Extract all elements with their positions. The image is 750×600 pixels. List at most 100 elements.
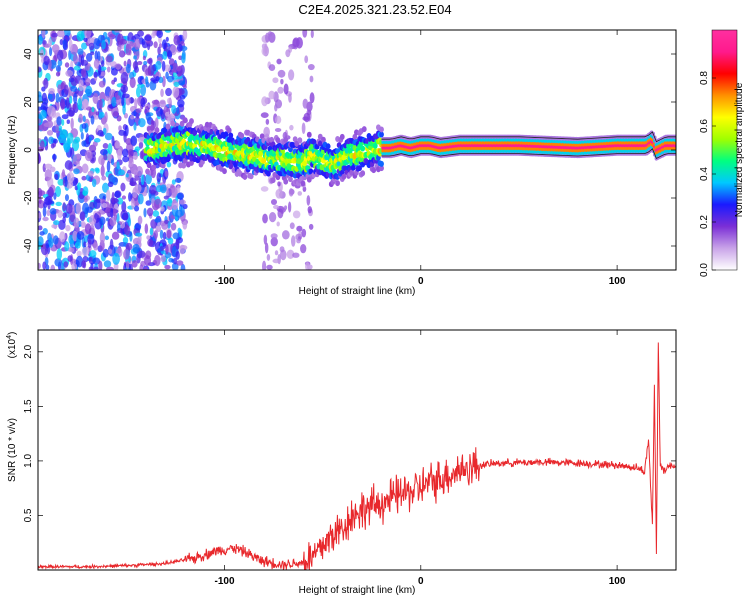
heatmap-cell — [68, 77, 75, 83]
heatmap-cell — [70, 247, 75, 253]
heatmap-cell — [177, 192, 185, 200]
heatmap-cell — [264, 42, 268, 55]
heatmap-cell — [109, 216, 117, 227]
heatmap-cell — [41, 40, 47, 45]
heatmap-cell — [266, 253, 271, 261]
heatmap-cell — [288, 201, 292, 213]
heatmap-cell — [268, 212, 277, 223]
heatmap-cell — [82, 190, 88, 196]
heatmap-ridge-cell — [165, 123, 171, 130]
heatmap-ridge-cell — [371, 167, 377, 174]
heatmap-cell — [106, 189, 111, 202]
heatmap-cell — [277, 86, 284, 94]
heatmap-cell — [92, 257, 101, 265]
heatmap-cell — [118, 169, 125, 176]
heatmap-cell — [171, 199, 179, 210]
heatmap-cell — [273, 204, 279, 210]
heatmap-cell — [53, 192, 57, 200]
heatmap-cell — [63, 261, 69, 268]
heatmap-cell — [268, 90, 275, 100]
heatmap-cell — [142, 55, 146, 61]
heatmap-cell — [305, 261, 310, 270]
heatmap-cell — [81, 42, 88, 50]
heatmap-cell — [125, 173, 129, 178]
heatmap-cell — [87, 170, 94, 177]
heatmap-ridge-cell — [154, 127, 160, 134]
heatmap-cell — [171, 258, 175, 264]
heatmap-cell — [128, 192, 132, 202]
y-tick-label: -20 — [23, 190, 34, 205]
heatmap-cell — [302, 186, 307, 192]
heatmap-cell — [63, 30, 71, 37]
heatmap-cell — [289, 222, 295, 230]
heatmap-cell — [175, 250, 180, 260]
heatmap-cell — [145, 173, 152, 185]
heatmap-cell — [101, 60, 105, 67]
heatmap-cell — [310, 30, 314, 39]
heatmap-cell — [51, 32, 58, 38]
heatmap-cell — [93, 71, 98, 78]
colorbar: 0.0 0.2 0.4 0.6 0.8 Normalized spectral ampl… — [699, 29, 745, 277]
heatmap-cell — [38, 66, 42, 73]
heatmap-cell — [177, 65, 183, 77]
heatmap-cell — [77, 98, 83, 111]
heatmap-cell — [42, 206, 47, 218]
heatmap-cell — [166, 97, 172, 104]
heatmap-cell — [59, 231, 66, 243]
heatmap-cell — [136, 61, 143, 66]
heatmap-cell — [118, 129, 126, 136]
heatmap-cell — [40, 140, 45, 151]
colorbar-label: Normalized spectral amplitude — [734, 82, 745, 217]
heatmap-cell — [272, 258, 281, 264]
heatmap-cell — [87, 239, 92, 249]
heatmap-cell — [154, 218, 161, 223]
heatmap-cell — [304, 55, 309, 64]
heatmap-cell — [112, 252, 121, 265]
heatmap-cell — [80, 220, 86, 227]
heatmap-cell — [175, 239, 180, 250]
heatmap-cell — [38, 225, 43, 231]
x-tick-label: 0 — [418, 576, 424, 587]
heatmap-cell — [177, 80, 186, 86]
heatmap-ridge-cell — [223, 131, 229, 138]
heatmap-ridge-cell — [302, 160, 307, 167]
spectrogram-panel: -100 0 100 -40 -20 0 20 40 Height of straight … — [7, 29, 677, 297]
heatmap-cell — [261, 260, 267, 270]
heatmap-cell — [43, 122, 51, 128]
heatmap-cell — [123, 248, 130, 260]
multiplier-close: ) — [7, 332, 18, 335]
heatmap-cell — [167, 75, 174, 83]
heatmap-cell — [100, 149, 108, 156]
heatmap-cell — [157, 248, 162, 253]
heatmap-cell — [147, 238, 154, 247]
heatmap-ridge-cell — [317, 140, 323, 147]
heatmap-cell — [99, 216, 106, 226]
heatmap-cell — [144, 266, 148, 270]
heatmap-cell — [135, 108, 142, 114]
heatmap-cell — [179, 199, 186, 205]
heatmap-cell — [81, 163, 89, 174]
heatmap-cell — [148, 57, 153, 65]
heatmap-cell — [181, 52, 186, 64]
heatmap-ridge-cell — [266, 170, 271, 177]
heatmap-cell — [56, 116, 62, 126]
heatmap-cell — [133, 33, 141, 40]
heatmap-cell — [46, 115, 53, 122]
heatmap-ridge-cell — [361, 126, 367, 133]
heatmap-cell — [91, 178, 97, 188]
heatmap-cell — [172, 86, 180, 98]
colorbar-tick-label: 0.6 — [699, 119, 710, 133]
heatmap-cell — [84, 77, 91, 85]
heatmap-cell — [58, 134, 66, 144]
x-tick-label: 100 — [609, 276, 626, 287]
heatmap-cell — [73, 65, 81, 71]
heatmap-cell — [38, 236, 44, 247]
heatmap-cell — [137, 193, 144, 205]
heatmap-cell — [51, 44, 60, 53]
heatmap-cell — [125, 63, 131, 74]
heatmap-cell — [132, 187, 138, 199]
heatmap-cell — [55, 65, 61, 72]
snr-x-ticks: -100 0 100 — [214, 330, 626, 587]
heatmap-cell — [92, 93, 99, 105]
heatmap-cell — [93, 38, 101, 50]
